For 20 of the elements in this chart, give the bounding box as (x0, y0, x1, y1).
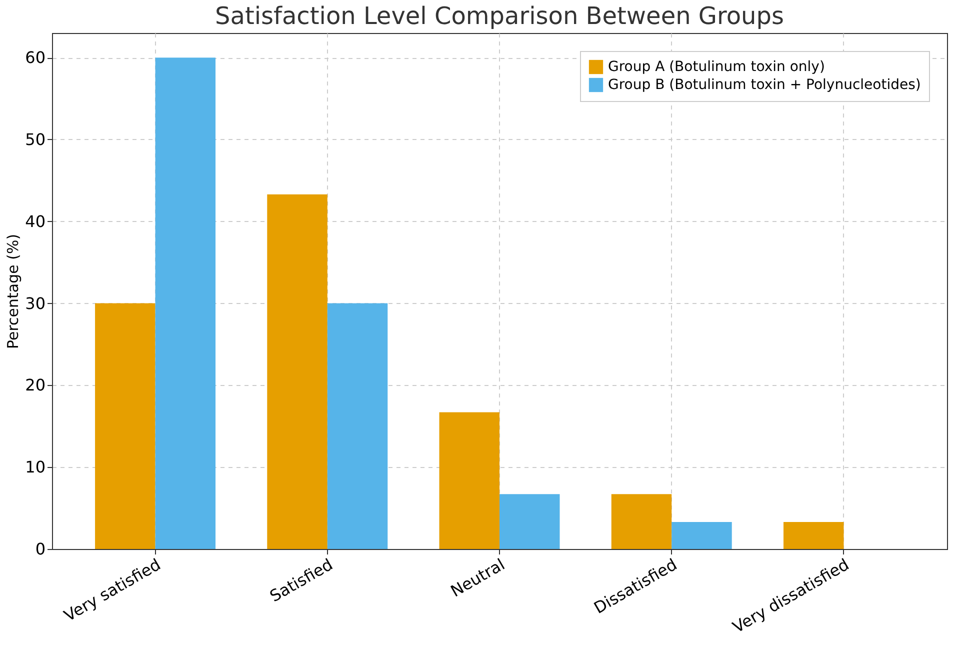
bar (155, 58, 216, 549)
legend-label: Group A (Botulinum toxin only) (608, 59, 825, 75)
y-tick-label: 10 (25, 458, 46, 477)
chart-title: Satisfaction Level Comparison Between Groups (215, 2, 784, 30)
y-axis-title: Percentage (%) (4, 234, 22, 350)
y-tick-label: 60 (25, 48, 46, 68)
bar (783, 522, 844, 549)
y-tick-label: 20 (25, 376, 46, 395)
y-tick-label: 40 (25, 212, 46, 231)
y-tick-label: 50 (25, 130, 46, 149)
y-tick-label: 30 (25, 294, 46, 313)
bar (500, 494, 560, 549)
legend-label: Group B (Botulinum toxin + Polynucleotides) (608, 77, 921, 93)
bar (267, 194, 328, 549)
y-tick-label: 0 (35, 540, 46, 558)
bar (327, 303, 388, 549)
bar (611, 494, 672, 549)
bar (95, 303, 156, 549)
bar (672, 522, 732, 549)
bar (439, 412, 500, 549)
